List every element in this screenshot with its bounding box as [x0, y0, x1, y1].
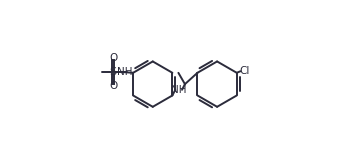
Text: Cl: Cl — [239, 66, 250, 76]
Text: NH: NH — [171, 85, 186, 95]
Text: NH: NH — [117, 67, 132, 77]
Text: O: O — [109, 81, 117, 91]
Text: O: O — [109, 53, 117, 63]
Text: S: S — [110, 67, 117, 77]
